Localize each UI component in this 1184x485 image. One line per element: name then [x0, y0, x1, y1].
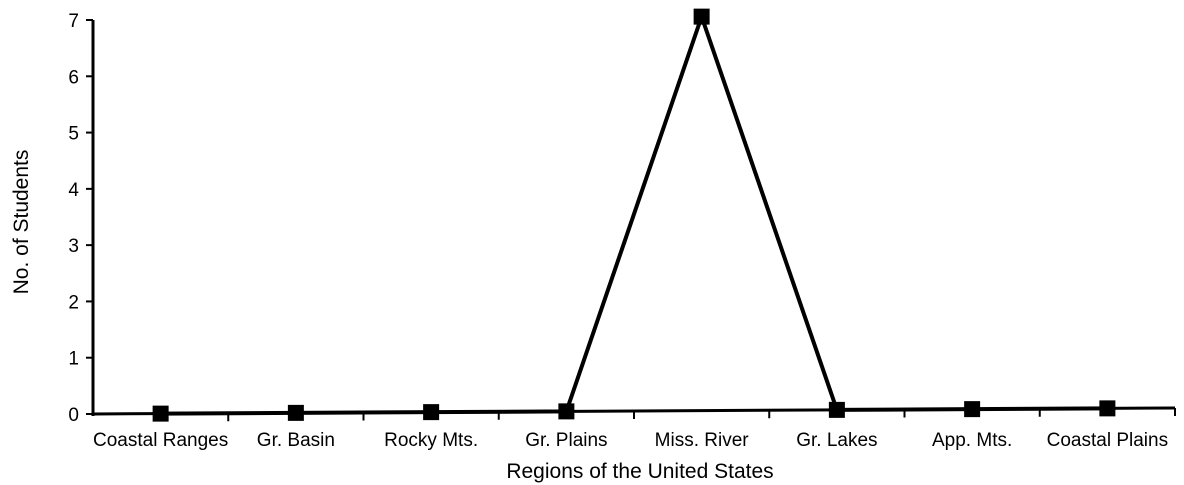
data-point-marker — [152, 405, 169, 422]
y-axis-title: No. of Students — [10, 150, 33, 295]
x-tick-label: Miss. River — [655, 430, 750, 451]
y-tick-label: 5 — [68, 124, 79, 145]
y-tick-label: 7 — [68, 11, 79, 32]
x-axis-title: Regions of the United States — [506, 460, 773, 483]
data-point-marker — [558, 403, 575, 420]
y-tick-label: 4 — [68, 180, 79, 201]
series — [152, 8, 1116, 422]
x-tick-label: App. Mts. — [932, 430, 1012, 451]
series-line — [160, 10, 1108, 416]
data-point-marker — [828, 401, 845, 418]
y-tick-label: 1 — [68, 349, 79, 370]
y-tick-label: 6 — [68, 67, 79, 88]
x-axis-ticks: Coastal Ranges Gr. Basin Rocky Mts. Gr. Pla… — [93, 408, 1176, 451]
data-point-marker — [1099, 400, 1116, 417]
x-tick-label: Coastal Plains — [1047, 430, 1168, 451]
x-tick-label: Gr. Lakes — [796, 430, 877, 451]
y-tick-label: 0 — [68, 405, 79, 426]
x-tick-label: Rocky Mts. — [384, 430, 478, 451]
data-point-marker — [964, 401, 981, 418]
y-axis-ticks: 0 1 2 3 4 5 6 7 — [68, 11, 93, 426]
y-tick-label: 2 — [68, 292, 79, 313]
x-tick-label: Gr. Basin — [257, 430, 335, 451]
y-tick-label: 3 — [68, 236, 79, 257]
data-point-marker — [693, 8, 710, 25]
x-tick-label: Gr. Plains — [525, 430, 607, 451]
x-tick-label: Coastal Ranges — [93, 430, 228, 451]
data-point-marker — [423, 404, 440, 421]
data-point-marker — [287, 404, 304, 421]
